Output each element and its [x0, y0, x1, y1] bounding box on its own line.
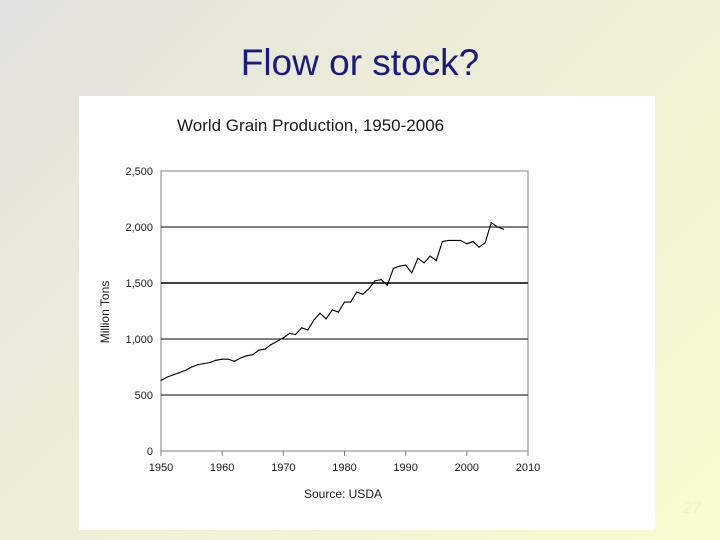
- data-point: [331, 309, 333, 311]
- data-point: [484, 242, 486, 244]
- data-point: [356, 291, 358, 293]
- y-tick-label: 0: [147, 446, 153, 458]
- data-point: [490, 221, 492, 224]
- data-point: [447, 239, 450, 242]
- data-point: [221, 358, 223, 360]
- data-point: [166, 376, 168, 378]
- data-point: [502, 228, 505, 230]
- x-tick-label: 1970: [271, 462, 295, 474]
- x-tick-label: 1960: [210, 462, 234, 474]
- data-point: [441, 240, 443, 243]
- data-point: [160, 379, 162, 381]
- data-point: [405, 264, 407, 266]
- data-point: [472, 240, 474, 243]
- data-point: [246, 355, 248, 357]
- y-tick-label: 2,000: [125, 222, 153, 234]
- data-point: [398, 265, 401, 267]
- data-point: [374, 280, 376, 282]
- data-point: [172, 374, 174, 376]
- data-point: [203, 363, 205, 365]
- x-tick-label: 2000: [455, 462, 479, 474]
- data-point: [209, 361, 211, 364]
- data-point: [478, 246, 480, 248]
- data-point: [325, 318, 327, 320]
- data-point: [307, 329, 309, 331]
- x-tick-label: 1980: [332, 462, 356, 474]
- data-point: [337, 311, 339, 313]
- y-axis-label: Million Tons: [98, 281, 112, 343]
- plot-frame: [160, 170, 529, 452]
- data-point: [454, 239, 456, 242]
- y-tick-label: 2,500: [125, 166, 153, 178]
- data-point: [197, 364, 199, 366]
- data-point: [282, 337, 284, 339]
- data-point: [460, 239, 462, 242]
- data-point: [313, 319, 315, 321]
- y-tick-label: 1,000: [125, 334, 153, 346]
- data-point: [466, 243, 468, 245]
- data-point: [215, 359, 217, 361]
- grain-production-chart: World Grain Production, 1950-2006 Millio…: [98, 116, 540, 501]
- data-point: [435, 260, 437, 262]
- data-point: [301, 327, 303, 329]
- data-point: [252, 354, 254, 356]
- data-point: [264, 348, 266, 350]
- data-point: [276, 340, 278, 342]
- data-point: [190, 366, 193, 368]
- data-point: [423, 262, 425, 264]
- data-point: [258, 349, 260, 351]
- chart-panel: World Grain Production, 1950-2006 Millio…: [79, 96, 655, 530]
- data-point: [227, 358, 229, 360]
- chart-title: World Grain Production, 1950-2006: [177, 116, 444, 135]
- data-point: [178, 372, 180, 374]
- data-point: [496, 226, 499, 228]
- y-tick-label: 1,500: [125, 278, 153, 290]
- x-tick-label: 1990: [393, 462, 417, 474]
- x-tick-label: 1950: [149, 462, 173, 474]
- data-point: [270, 344, 272, 346]
- data-point: [319, 312, 321, 314]
- data-point: [386, 284, 388, 286]
- x-tick-label: 2010: [516, 462, 540, 474]
- y-tick-label: 500: [135, 390, 153, 402]
- data-point: [294, 333, 297, 336]
- data-point: [380, 279, 382, 281]
- data-point: [368, 288, 370, 290]
- data-point: [392, 267, 395, 270]
- data-point: [429, 255, 431, 257]
- source-label: Source: USDA: [304, 487, 382, 501]
- data-point: [184, 369, 187, 371]
- data-point: [350, 301, 352, 303]
- data-point: [343, 301, 346, 303]
- data-point: [288, 332, 291, 334]
- slide-title: Flow or stock?: [240, 42, 480, 83]
- slide-number: 27: [683, 500, 701, 517]
- data-point: [233, 360, 235, 362]
- plot-area: 0 500 1,000 1,500 2,000 2,500 1950 1960 1970 1980…: [125, 166, 540, 474]
- data-point: [411, 272, 413, 274]
- data-point: [362, 293, 364, 295]
- data-point: [417, 257, 419, 259]
- data-point: [239, 357, 242, 359]
